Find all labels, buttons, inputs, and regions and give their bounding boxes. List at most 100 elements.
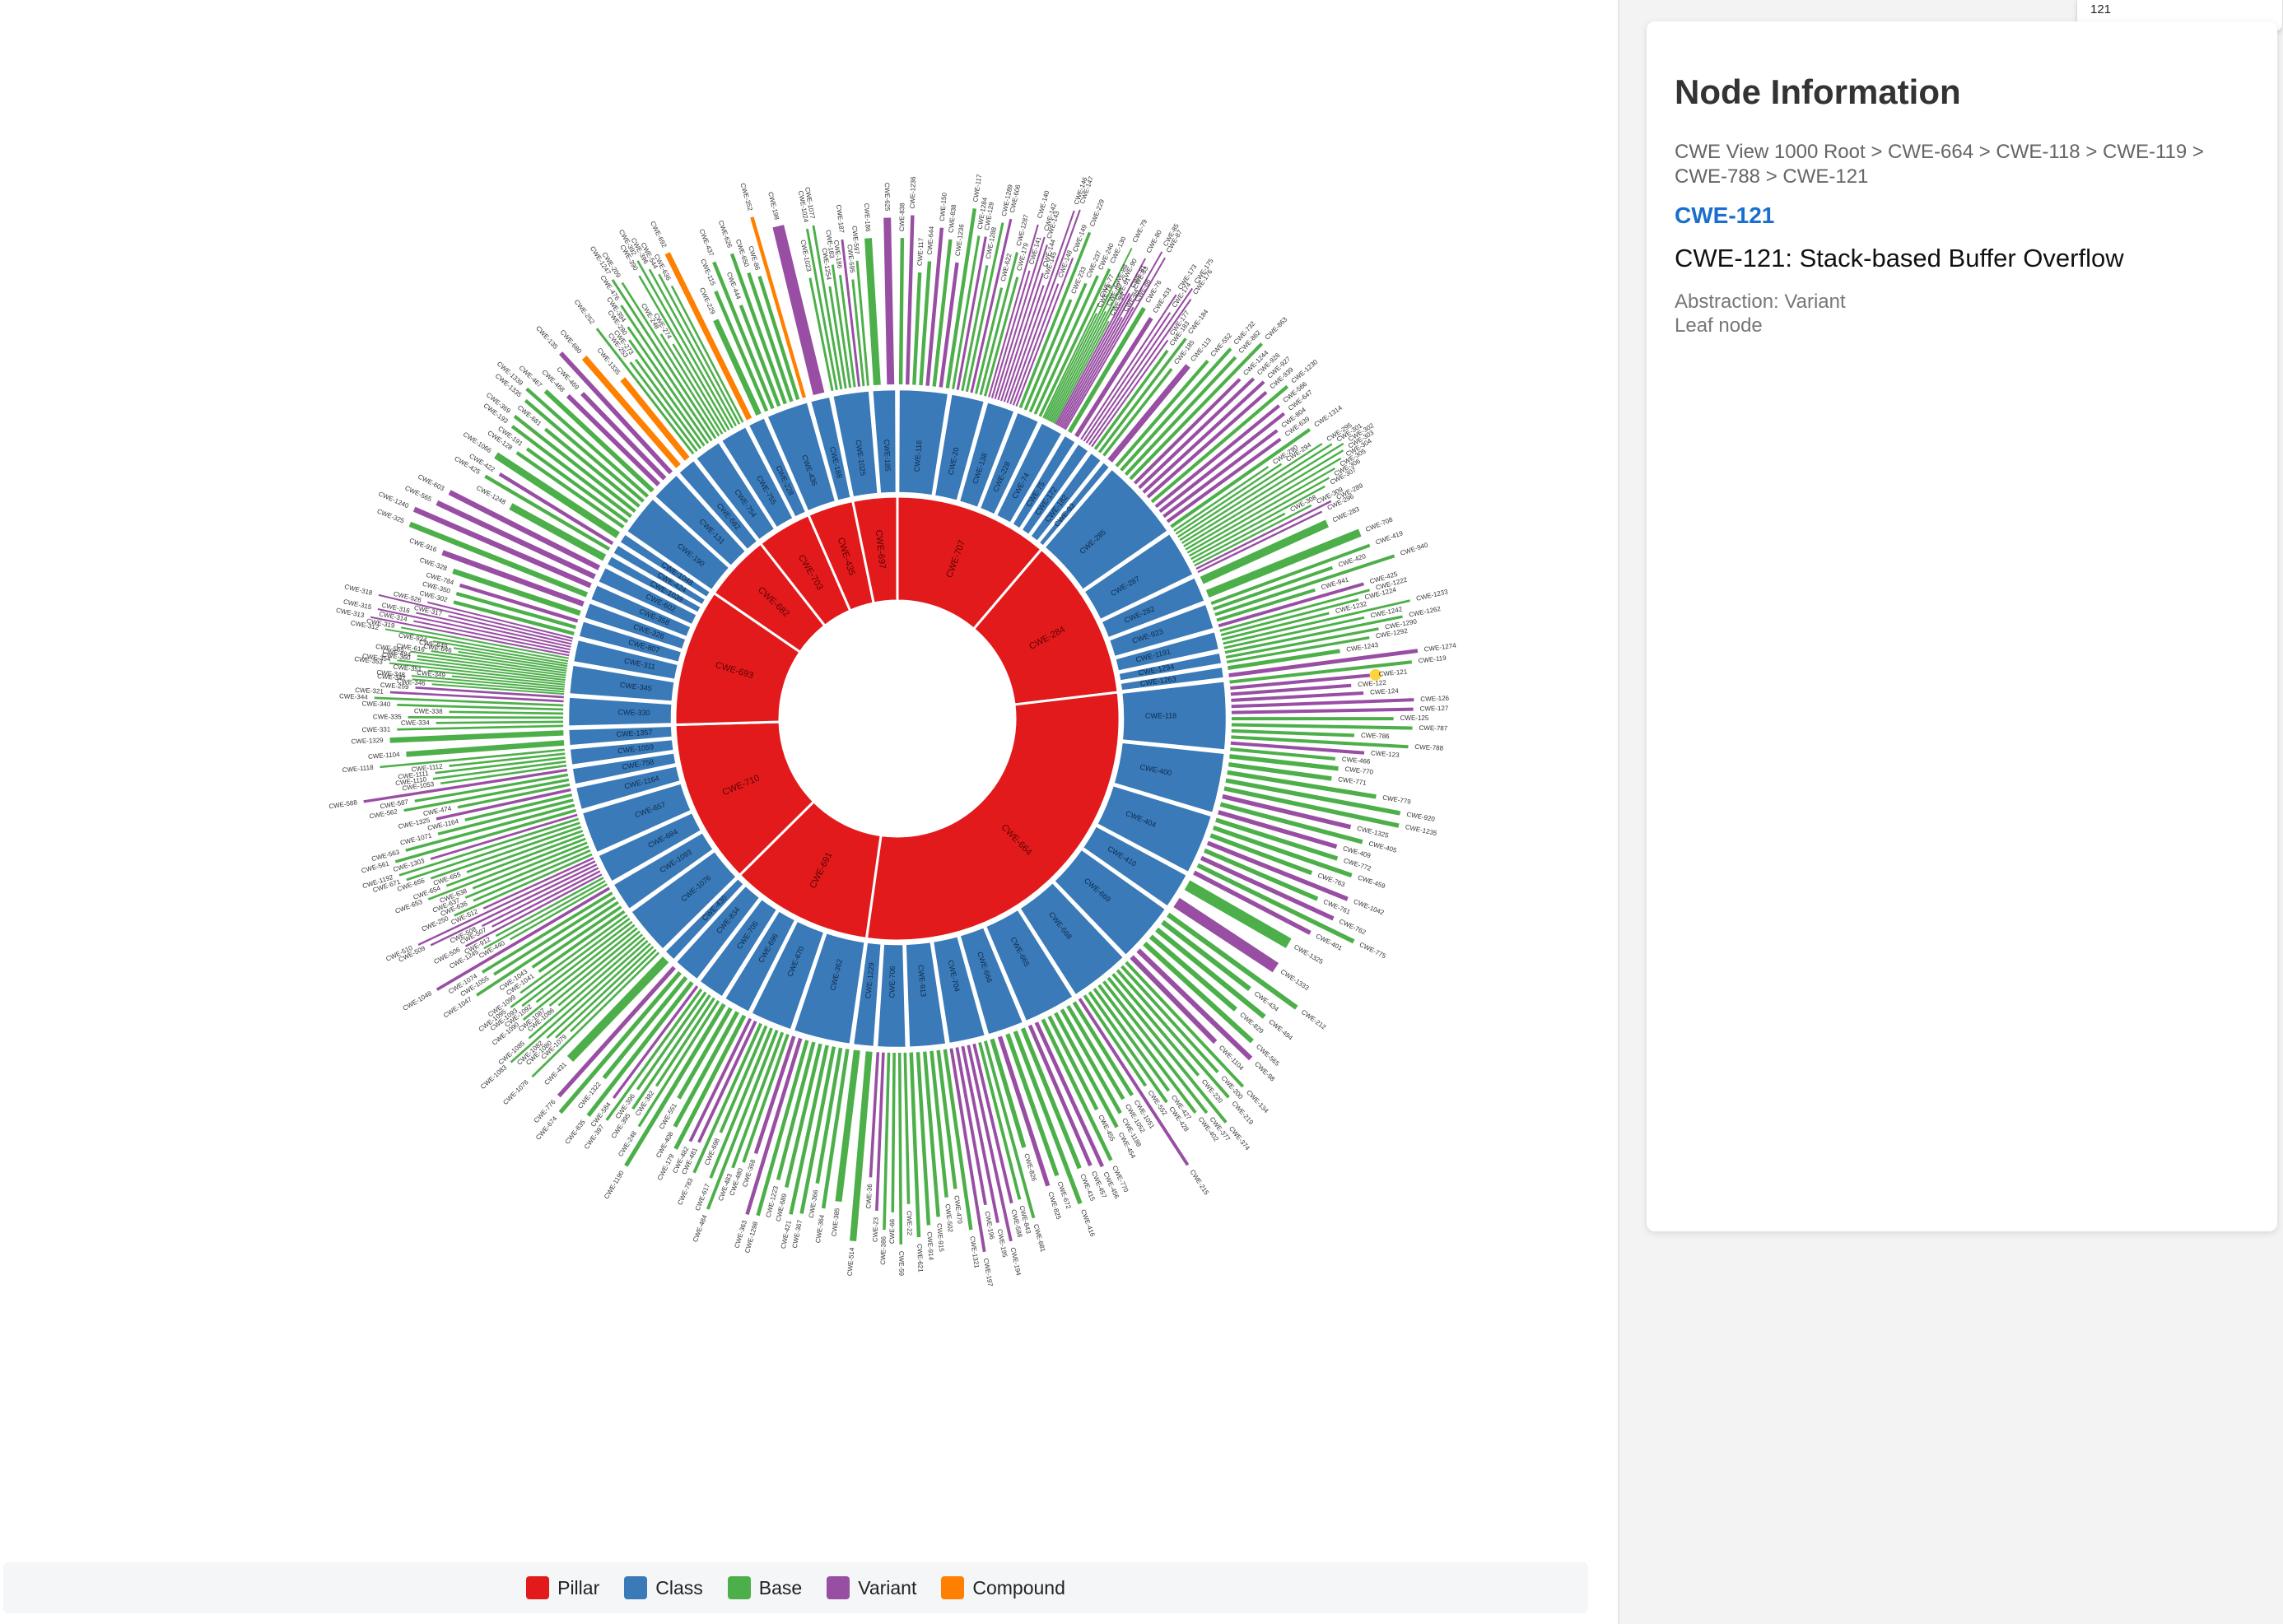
leaf-bar-cwe-179 [673,1014,747,1150]
leaf-bar-cwe-195 [961,1045,999,1223]
legend-item-pillar[interactable]: Pillar [526,1576,599,1599]
leaf-bar-cwe-416 [1013,1030,1083,1205]
leaf-bar-cwe-1052 [1066,1004,1125,1101]
leaf-label-cwe-331: CWE-331 [362,726,391,734]
class-arc-cwe-282 [1099,575,1207,640]
leaf-bar-cwe-1023 [808,277,834,392]
leaf-bar-cwe-584 [612,985,699,1100]
leaf-bar-cwe-85 [1061,251,1163,429]
class-arc-cwe-436 [765,400,837,514]
class-arc-cwe-696 [723,909,798,1014]
leaf-bar-cwe-480 [742,1033,790,1163]
legend-item-class[interactable]: Class [624,1576,703,1599]
class-arc-cwe-410 [1081,824,1189,909]
class-label-cwe-330: CWE-330 [617,708,650,717]
leaf-bar-cwe-772 [1215,817,1339,861]
leaf-bar-cwe-761 [1203,848,1319,901]
leaf-label-cwe-416: CWE-416 [1079,1208,1097,1238]
leaf-label-cwe-126: CWE-126 [1420,695,1450,703]
leaf-label-cwe-788: CWE-788 [1414,743,1444,752]
class-arc-cwe-923 [1107,602,1216,658]
class-arc-cwe-670 [749,919,827,1032]
leaf-label-cwe-1104: CWE-1104 [368,751,401,761]
leaf-bar-cwe-200 [1121,965,1219,1073]
leaf-label-cwe-124: CWE-124 [1370,687,1400,696]
arcs-layer [566,388,1228,1049]
selected-node-id-link[interactable]: CWE-121 [1675,202,1775,228]
leaf-label-cwe-349: CWE-349 [417,669,446,679]
leaf-bar-cwe-1110 [432,760,566,780]
sunburst-center [781,603,1013,835]
leaf-label-cwe-1112: CWE-1112 [411,762,443,773]
leaf-label-cwe-1048: CWE-1048 [402,989,434,1012]
leaf-bar-cwe-397 [605,988,703,1121]
leaf-bar-cwe-603 [448,490,601,570]
leaf-bar-cwe-364 [821,1049,850,1209]
leaf-bar-cwe-331 [397,724,564,731]
leaf-bar-cwe-175 [1085,287,1194,444]
leaf-bar-cwe-421 [789,1045,829,1215]
search-input[interactable] [2090,0,2269,18]
leaf-label-cwe-770: CWE-770 [1344,765,1374,776]
leaf-bar-cwe-146 [1006,210,1075,403]
class-arc-cwe-404 [1095,784,1214,874]
leaf-label-cwe-644: CWE-644 [926,226,935,255]
leaf-bar-cwe-552 [1115,360,1209,468]
legend-item-base[interactable]: Base [727,1576,802,1599]
leaf-bar-cwe-390 [638,275,730,430]
leaf-bar-cwe-1071 [437,798,574,835]
class-arc-cwe-666 [957,925,1025,1037]
legend-label-compound: Compound [972,1576,1065,1598]
leaf-bar-cwe-193 [510,425,632,519]
leaf-bar-cwe-1048 [436,886,611,991]
leaf-bar-cwe-639 [1166,437,1282,523]
class-arc-cwe-1059 [568,738,676,767]
leaf-bar-cwe-259 [415,686,564,699]
class-arc-cwe-326 [582,601,688,652]
legend-swatch-compound [941,1576,965,1599]
leaf-bar-cwe-1086 [557,933,644,1007]
leaf-bar-cwe-350 [455,591,576,630]
leaf-bar-cwe-1224 [1220,598,1359,636]
leaf-bar-cwe-392 [636,260,734,429]
leaf-label-cwe-80: CWE-80 [1145,228,1164,254]
leaf-label-cwe-940: CWE-940 [1400,541,1429,557]
leaf-label-cwe-186: CWE-186 [832,240,843,269]
leaf-label-cwe-187: CWE-187 [835,204,846,234]
leaf-bar-cwe-237 [1028,282,1088,413]
selected-node-type: Leaf node [1675,314,1763,337]
leaf-bar-cwe-346 [431,683,565,696]
class-arc-cwe-665 [984,907,1075,1023]
leaf-bar-cwe-457 [1027,1024,1093,1166]
leaf-bar-cwe-274 [672,343,727,433]
leaf-bar-cwe-316 [416,612,571,648]
leaf-bar-cwe-415 [1020,1027,1082,1170]
leaf-bar-cwe-319 [400,626,569,659]
leaf-bar-cwe-1066 [494,452,620,538]
leaf-bar-cwe-1288 [961,265,989,392]
leaf-label-cwe-259: CWE-259 [380,682,410,691]
legend-item-compound[interactable]: Compound [941,1576,1065,1599]
leaf-label-cwe-1314: CWE-1314 [1313,403,1344,428]
leaf-label-cwe-514: CWE-514 [846,1247,856,1277]
leaf-bar-cwe-89 [1048,310,1107,421]
leaf-bar-cwe-1077 [812,225,843,390]
leaf-bar-cwe-147 [1009,209,1081,405]
leaf-label-cwe-250: CWE-250 [421,914,450,933]
leaf-bar-cwe-941 [1216,588,1316,622]
legend-item-variant[interactable]: Variant [827,1576,916,1599]
leaf-bar-cwe-625 [883,217,895,385]
class-arc-cwe-74 [995,421,1065,525]
class-label-cwe-1357: CWE-1357 [616,728,653,739]
leaf-bar-cwe-825 [997,1035,1051,1187]
leaf-label-cwe-121: CWE-121 [1378,668,1408,677]
leaf-bar-cwe-566 [1154,404,1280,509]
leaf-bar-cwe-551 [677,1007,733,1100]
class-label-cwe-118: CWE-118 [1145,711,1176,719]
leaf-bar-cwe-77 [1042,302,1100,419]
leaf-label-cwe-1333: CWE-1333 [1279,968,1311,992]
leaf-bar-cwe-314 [413,620,571,654]
leaf-bar-cwe-771 [1228,761,1332,781]
leaf-bar-cwe-565 [410,650,566,674]
